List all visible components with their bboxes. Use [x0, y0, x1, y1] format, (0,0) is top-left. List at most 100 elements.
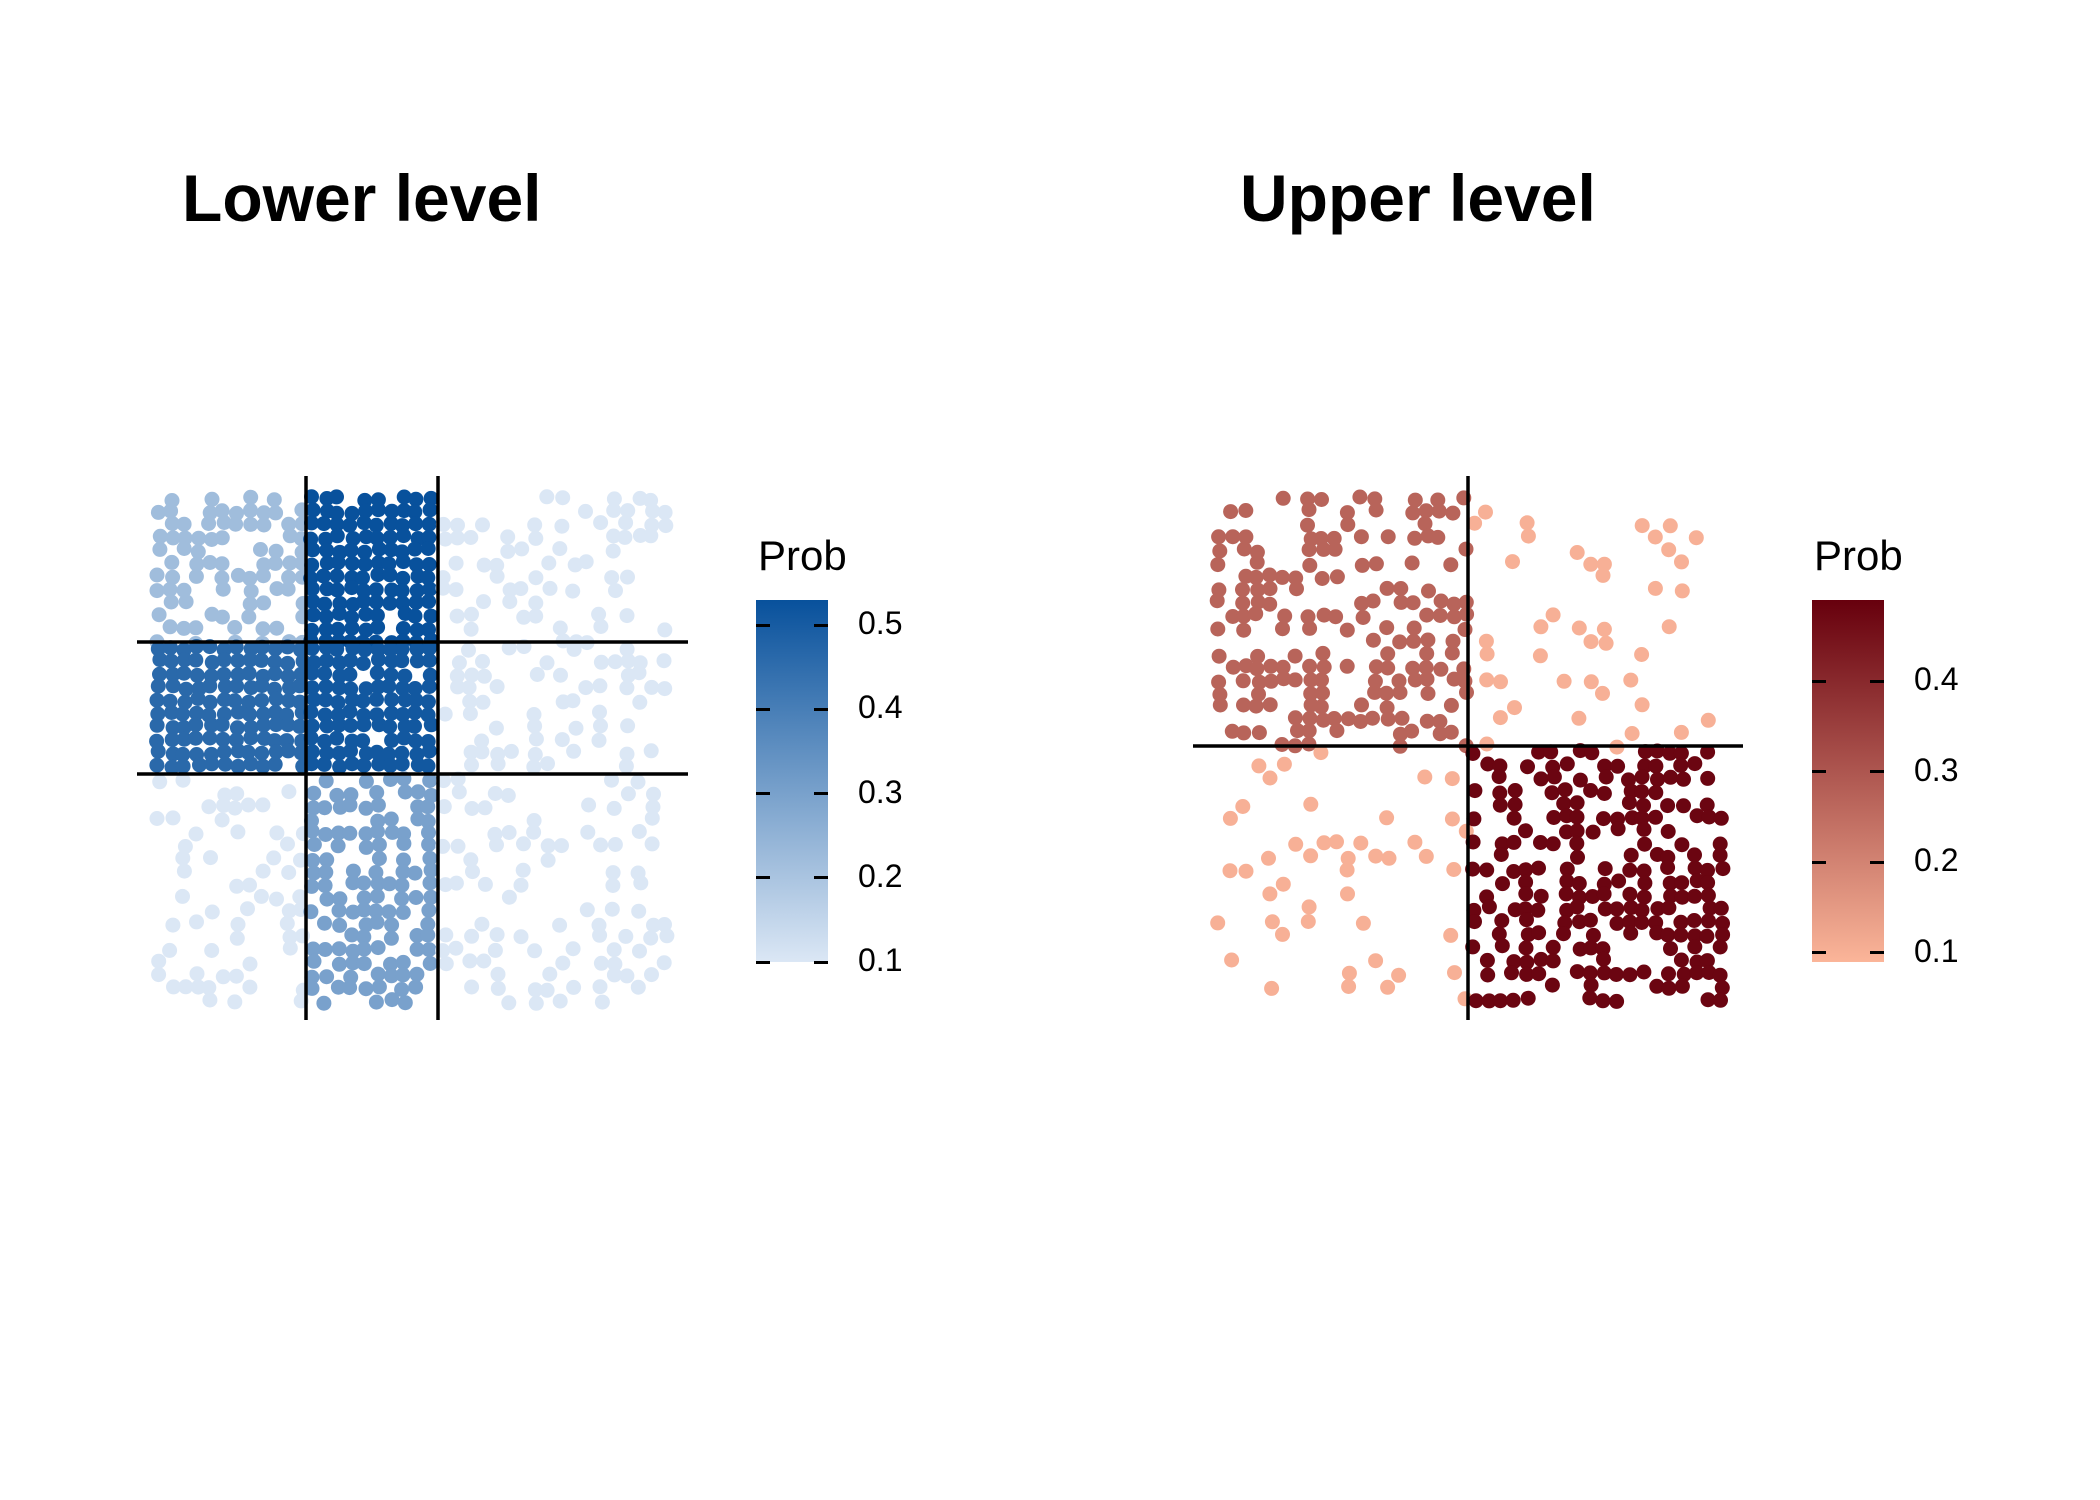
edge-point	[1466, 811, 1482, 827]
edge-point	[1661, 980, 1677, 996]
edge-point	[409, 641, 425, 657]
edge-point	[566, 641, 582, 657]
edge-point	[370, 940, 386, 956]
edge-point	[1531, 925, 1547, 941]
edge-point	[605, 543, 621, 559]
edge-point	[475, 694, 491, 710]
edge-point	[592, 979, 608, 995]
edge-point	[316, 516, 332, 532]
edge-point	[176, 620, 192, 636]
edge-point	[1687, 756, 1703, 772]
legend-tick-mark	[1870, 951, 1884, 955]
edge-point	[384, 503, 400, 519]
edge-point	[420, 813, 436, 829]
edge-point	[230, 667, 246, 683]
edge-point	[151, 953, 167, 969]
edge-point	[408, 516, 424, 532]
edge-point	[1636, 863, 1652, 879]
edge-point	[1235, 582, 1250, 598]
edge-point	[381, 746, 397, 762]
edge-point	[1634, 697, 1650, 713]
edge-point	[369, 607, 385, 623]
edge-point	[464, 757, 479, 773]
edge-point	[1660, 860, 1676, 875]
edge-point	[342, 517, 358, 533]
edge-point	[632, 694, 648, 710]
edge-point	[1290, 723, 1305, 739]
edge-point	[1583, 783, 1599, 798]
edge-point	[1275, 490, 1291, 506]
legend-tick-mark	[1812, 679, 1826, 683]
edge-point	[608, 583, 623, 599]
edge-point	[1418, 503, 1434, 519]
edge-point	[1596, 886, 1612, 902]
edge-point	[408, 491, 424, 507]
edge-point	[214, 717, 230, 733]
edge-point	[229, 720, 245, 736]
edge-point	[1520, 990, 1536, 1006]
edge-point	[1556, 926, 1571, 942]
edge-point	[1583, 634, 1599, 650]
edge-point	[489, 557, 505, 573]
edge-point	[1700, 875, 1716, 891]
edge-point	[1712, 836, 1728, 852]
edge-point	[1380, 646, 1396, 662]
edge-point	[345, 531, 361, 547]
edge-point	[316, 568, 331, 584]
edge-point	[201, 516, 217, 531]
edge-point	[607, 956, 623, 972]
edge-point	[280, 581, 296, 597]
edge-point	[1446, 862, 1462, 877]
edge-point	[1446, 609, 1462, 625]
edge-point	[501, 889, 517, 905]
edge-point	[397, 784, 413, 800]
edge-point	[618, 758, 634, 774]
edge-point	[201, 799, 217, 815]
edge-point	[175, 706, 190, 722]
edge-point	[1288, 836, 1304, 852]
edge-point	[368, 594, 384, 610]
edge-point	[356, 956, 372, 972]
edge-point	[410, 784, 426, 800]
edge-point	[501, 995, 517, 1011]
edge-point	[304, 823, 320, 839]
edge-point	[1649, 978, 1665, 994]
edge-point	[592, 704, 607, 720]
edge-point	[178, 681, 194, 697]
edge-point	[487, 942, 503, 958]
edge-point	[1687, 860, 1703, 876]
edge-point	[620, 653, 636, 669]
edge-point	[513, 929, 529, 945]
legend-tick-mark	[1870, 679, 1884, 683]
edge-point	[318, 692, 334, 708]
edge-point	[281, 865, 297, 880]
edge-point	[476, 953, 492, 969]
edge-point	[254, 745, 270, 761]
edge-point	[152, 774, 168, 790]
edge-point	[395, 621, 411, 636]
edge-point	[280, 655, 296, 671]
edge-point	[632, 943, 647, 959]
edge-point	[438, 927, 454, 943]
edge-point	[165, 530, 181, 546]
edge-point	[1380, 979, 1396, 995]
edge-point	[329, 489, 344, 505]
edge-point	[420, 570, 436, 586]
edge-point	[409, 941, 425, 957]
edge-point	[305, 502, 321, 518]
edge-point	[1687, 888, 1703, 904]
edge-point	[1341, 965, 1357, 981]
edge-point	[1419, 713, 1435, 729]
edge-point	[1277, 608, 1293, 624]
edge-point	[591, 732, 607, 748]
edge-point	[150, 504, 166, 520]
edge-point	[475, 654, 490, 669]
edge-point	[202, 730, 218, 746]
legend-tick-mark	[814, 876, 828, 880]
edge-point	[253, 542, 268, 557]
edge-point	[1647, 580, 1663, 596]
edge-point	[656, 653, 672, 669]
edge-point	[604, 570, 620, 586]
edge-point	[1447, 965, 1462, 981]
edge-point	[578, 503, 593, 519]
